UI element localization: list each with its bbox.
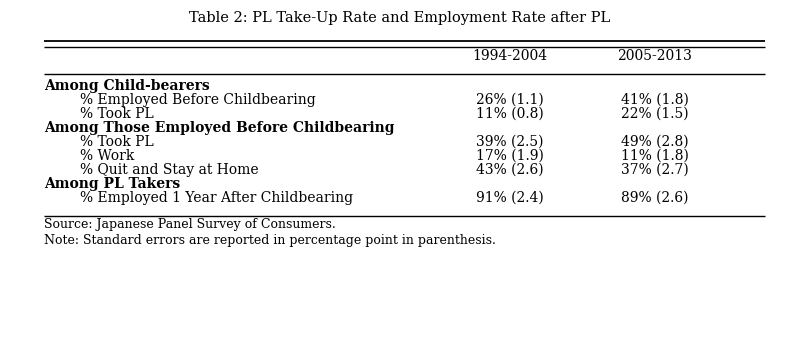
Text: % Quit and Stay at Home: % Quit and Stay at Home [80, 163, 259, 177]
Text: % Took PL: % Took PL [80, 107, 153, 121]
Text: 89% (2.6): 89% (2.6) [622, 191, 689, 205]
Text: 41% (1.8): 41% (1.8) [621, 93, 689, 107]
Text: 39% (2.5): 39% (2.5) [476, 135, 544, 149]
Text: 2005-2013: 2005-2013 [618, 49, 693, 63]
Text: 49% (2.8): 49% (2.8) [621, 135, 689, 149]
Text: % Took PL: % Took PL [80, 135, 153, 149]
Text: % Employed 1 Year After Childbearing: % Employed 1 Year After Childbearing [80, 191, 353, 205]
Text: Source: Japanese Panel Survey of Consumers.: Source: Japanese Panel Survey of Consume… [44, 218, 336, 231]
Text: 17% (1.9): 17% (1.9) [476, 149, 544, 163]
Text: 11% (1.8): 11% (1.8) [621, 149, 689, 163]
Text: Table 2: PL Take-Up Rate and Employment Rate after PL: Table 2: PL Take-Up Rate and Employment … [189, 11, 610, 25]
Text: 1994-2004: 1994-2004 [472, 49, 547, 63]
Text: Among Those Employed Before Childbearing: Among Those Employed Before Childbearing [44, 121, 395, 135]
Text: % Work: % Work [80, 149, 134, 163]
Text: Among PL Takers: Among PL Takers [44, 177, 181, 191]
Text: 11% (0.8): 11% (0.8) [476, 107, 544, 121]
Text: 37% (2.7): 37% (2.7) [621, 163, 689, 177]
Text: 26% (1.1): 26% (1.1) [476, 93, 544, 107]
Text: 43% (2.6): 43% (2.6) [476, 163, 544, 177]
Text: 91% (2.4): 91% (2.4) [476, 191, 544, 205]
Text: 22% (1.5): 22% (1.5) [621, 107, 689, 121]
Text: Among Child-bearers: Among Child-bearers [44, 79, 210, 93]
Text: % Employed Before Childbearing: % Employed Before Childbearing [80, 93, 316, 107]
Text: Note: Standard errors are reported in percentage point in parenthesis.: Note: Standard errors are reported in pe… [44, 234, 496, 247]
